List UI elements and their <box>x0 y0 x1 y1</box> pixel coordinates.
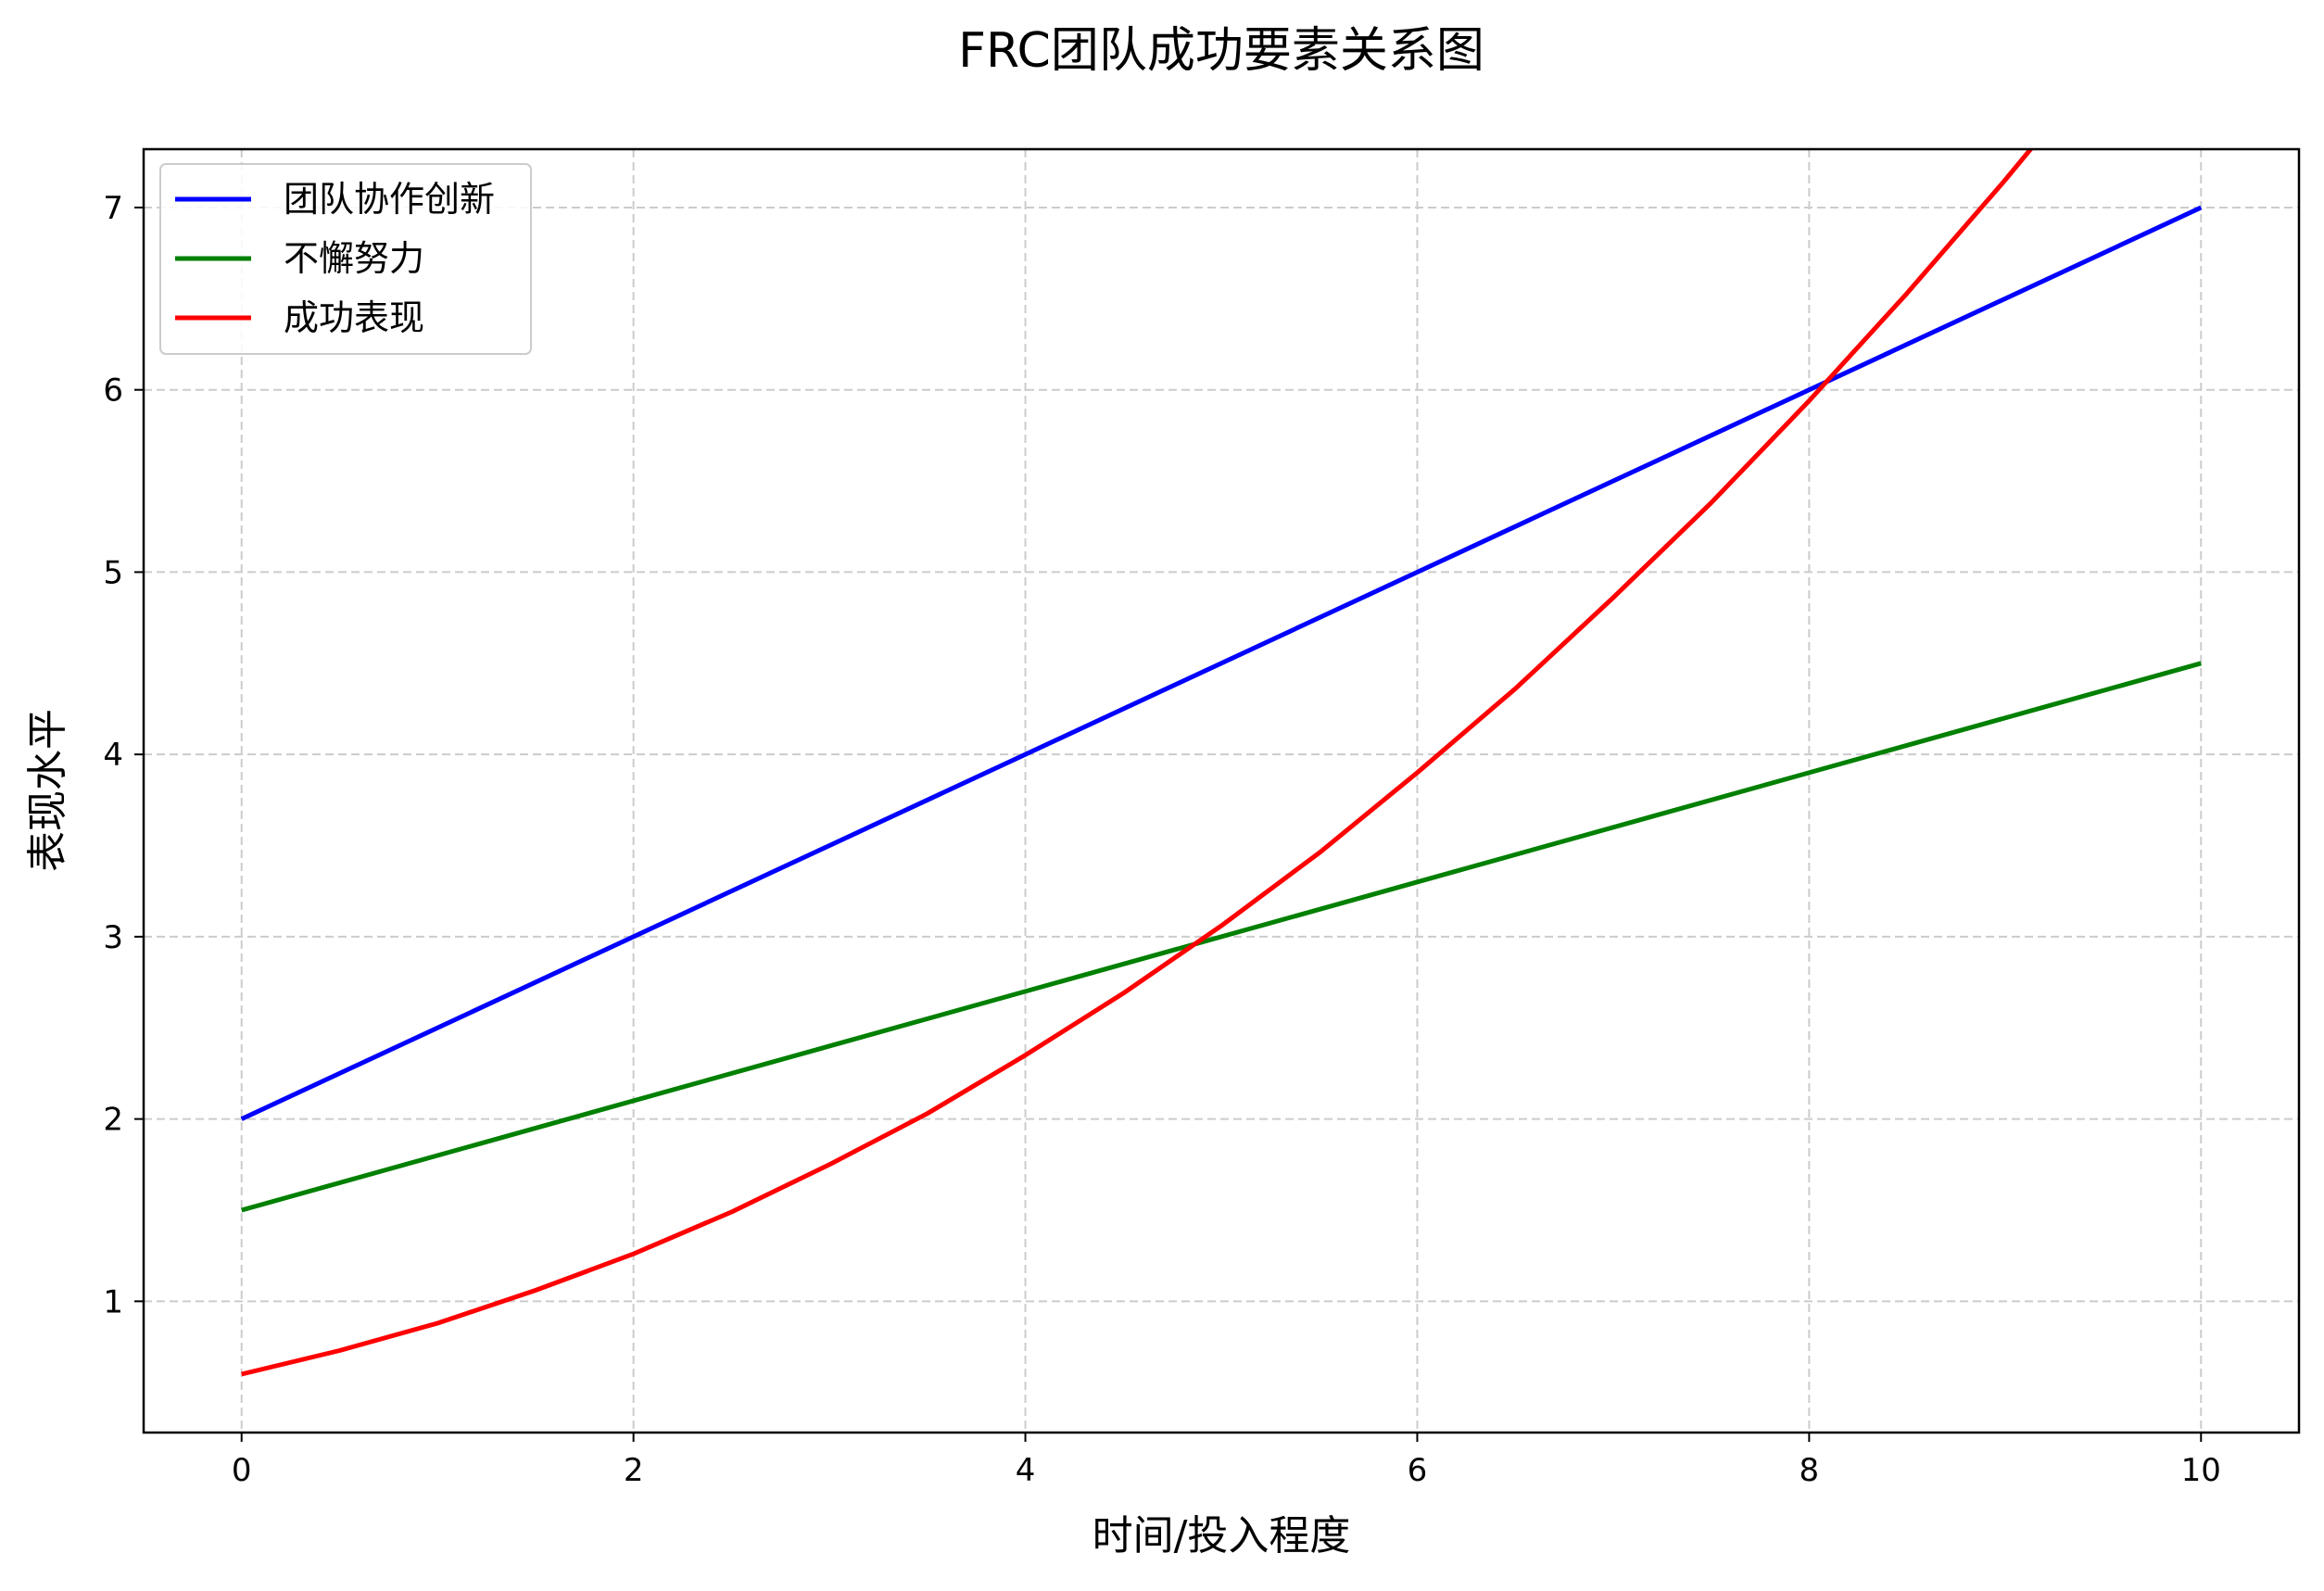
plot-area <box>240 149 2203 1377</box>
legend-entry-label: 不懈努力 <box>284 238 424 279</box>
y-tick-label: 2 <box>103 1102 123 1139</box>
y-tick-label: 6 <box>103 372 123 410</box>
x-tick-label: 2 <box>624 1452 644 1489</box>
x-tick-label: 6 <box>1408 1452 1428 1489</box>
series-line-3 <box>241 149 2034 1377</box>
y-tick-label: 4 <box>103 737 123 774</box>
x-tick-label: 8 <box>1800 1452 1820 1489</box>
y-axis-label: 表现水平 <box>24 709 71 872</box>
series-line-2 <box>241 661 2202 1213</box>
y-tick-label: 1 <box>103 1283 123 1320</box>
legend-entry-label: 成功表现 <box>284 297 424 338</box>
plot-frame <box>142 147 2301 1434</box>
grid-lines <box>144 149 2299 1433</box>
legend-box <box>159 163 532 355</box>
chart-title: FRC团队成功要素关系图 <box>958 23 1484 79</box>
y-tick-label: 3 <box>103 919 123 956</box>
x-tick-label: 0 <box>232 1452 252 1489</box>
y-tick-label: 5 <box>103 554 123 591</box>
series-line-1 <box>240 205 2203 1121</box>
x-axis-label: 时间/投入程度 <box>1093 1512 1351 1559</box>
x-tick-label: 4 <box>1016 1452 1036 1489</box>
x-tick-label: 10 <box>2181 1452 2221 1489</box>
y-tick-label: 7 <box>103 190 123 227</box>
legend-entry-label: 团队协作创新 <box>284 179 495 220</box>
